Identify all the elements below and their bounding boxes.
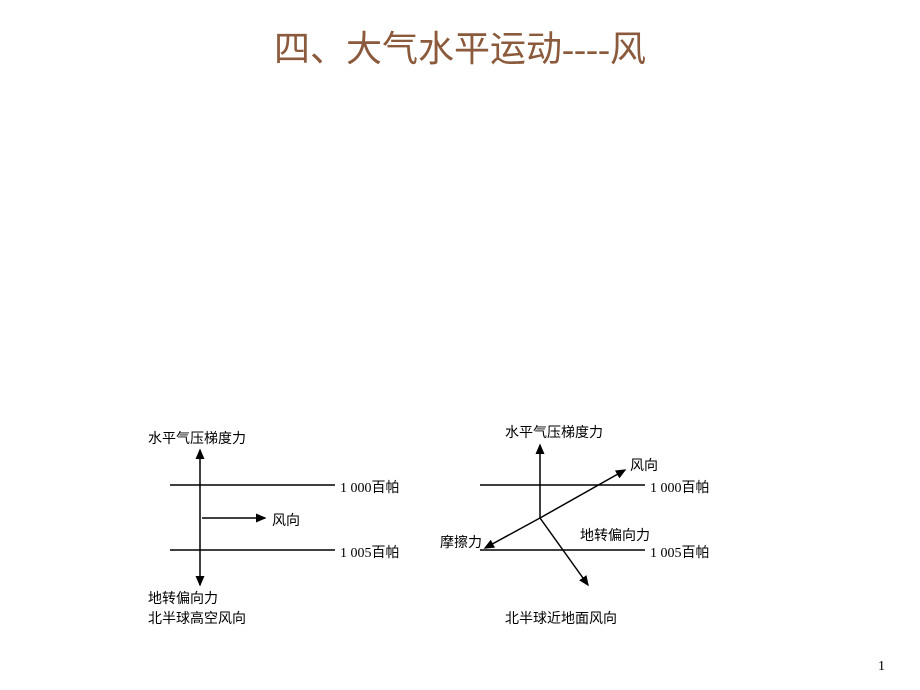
friction-arrow [485,518,540,548]
left-caption: 北半球高空风向 [148,608,246,628]
slide-title: 四、大气水平运动----风 [0,20,920,72]
wind-arrow [540,470,625,518]
right-diagram-svg [470,430,750,610]
right-diagram: 水平气压梯度力 风向 1 000百帕 摩擦力 地转偏向力 1 005百帕 北半球… [470,430,750,650]
pressure-1005-label: 1 005百帕 [340,542,400,562]
diagram-area: 水平气压梯度力 风向 1 000百帕 1 005百帕 地转偏向力 北半球高空风向 [160,430,760,660]
friction-label: 摩擦力 [440,532,482,552]
wind-label: 风向 [630,455,658,475]
pressure-1000-label: 1 000百帕 [650,477,710,497]
pgf-label: 水平气压梯度力 [505,422,603,442]
pressure-1000-label: 1 000百帕 [340,477,400,497]
pgf-label: 水平气压梯度力 [148,428,246,448]
coriolis-label: 地转偏向力 [148,588,218,608]
wind-label: 风向 [272,510,300,530]
left-diagram: 水平气压梯度力 风向 1 000百帕 1 005百帕 地转偏向力 北半球高空风向 [160,430,420,650]
page-number: 1 [878,659,885,675]
pressure-1005-label: 1 005百帕 [650,542,710,562]
right-caption: 北半球近地面风向 [505,608,617,628]
coriolis-label: 地转偏向力 [580,525,650,545]
